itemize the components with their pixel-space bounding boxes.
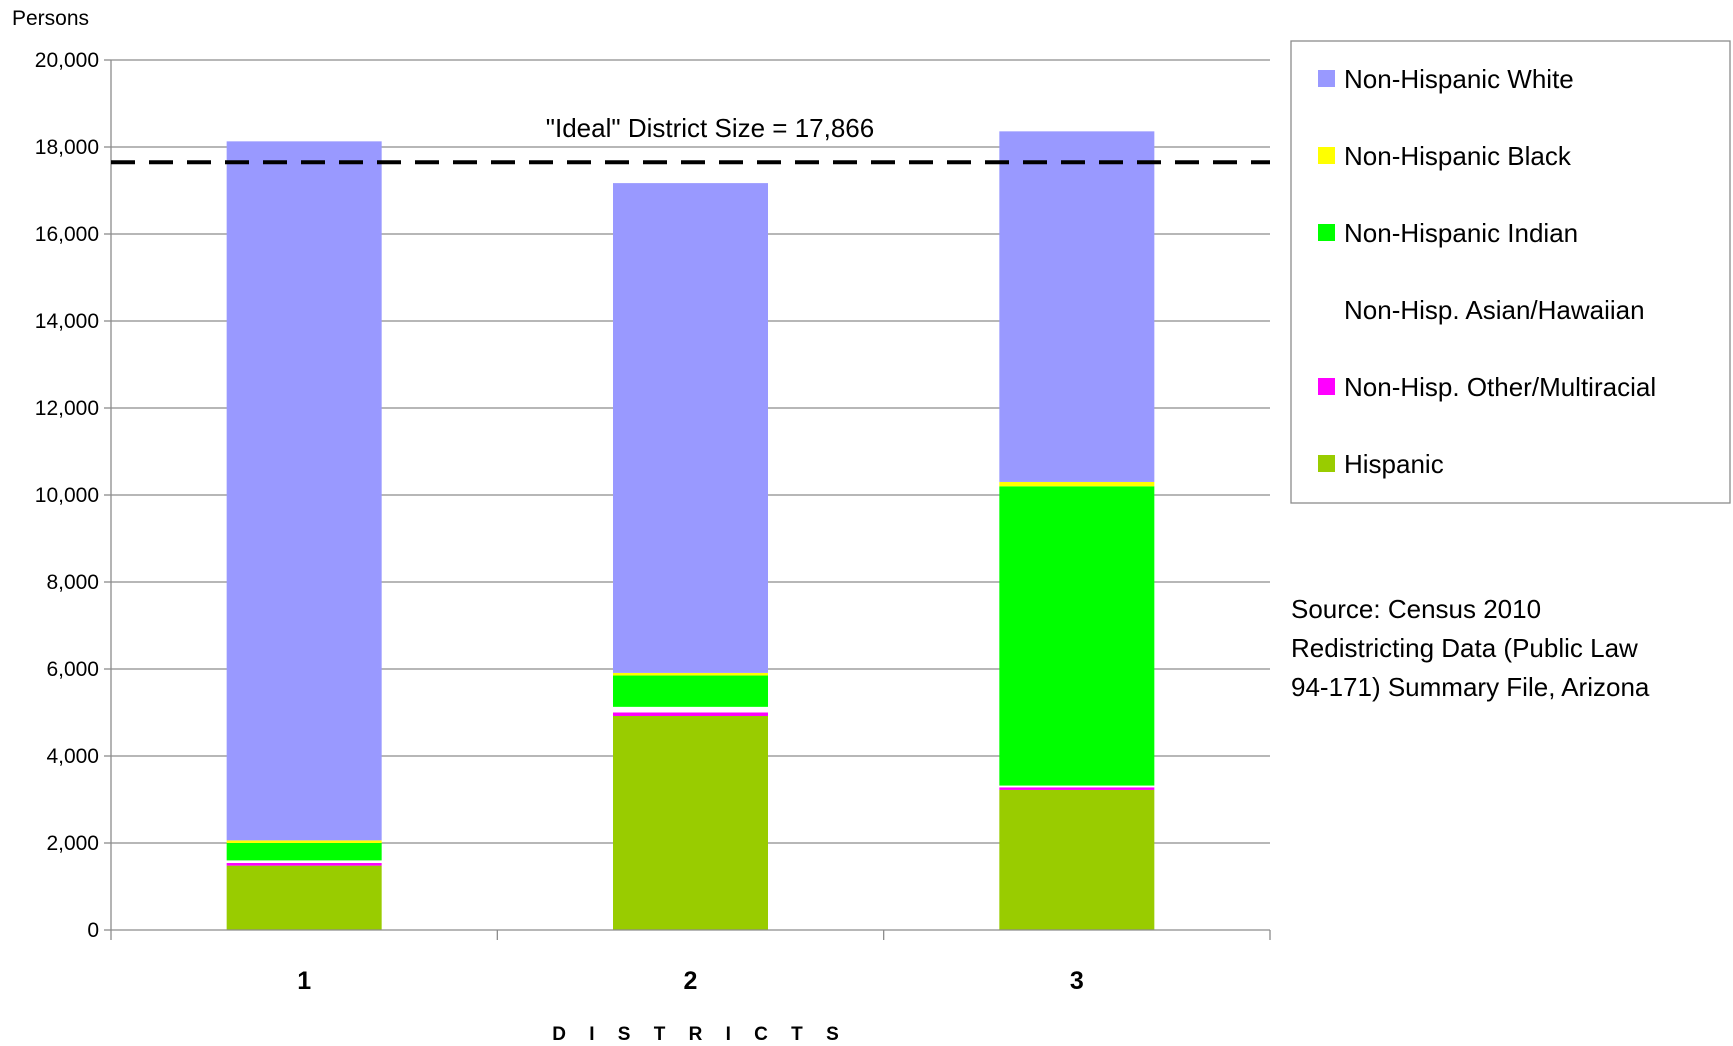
legend-swatch bbox=[1318, 147, 1335, 164]
bar-segment bbox=[613, 675, 768, 707]
bar-segment bbox=[999, 131, 1155, 482]
ideal-size-label: "Ideal" District Size = 17,866 bbox=[546, 113, 874, 143]
y-tick-label: 2,000 bbox=[46, 832, 99, 855]
bar-segment bbox=[226, 865, 382, 930]
bar-segment bbox=[999, 789, 1155, 930]
bar-segment bbox=[613, 672, 768, 676]
ideal-size-line-group: "Ideal" District Size = 17,866 bbox=[111, 113, 1270, 165]
bar-segment bbox=[226, 840, 382, 843]
y-tick-label: 16,000 bbox=[35, 223, 99, 246]
bar-segment bbox=[226, 141, 382, 841]
y-tick-label: 4,000 bbox=[46, 745, 99, 768]
axes bbox=[110, 60, 1271, 940]
bar-segment bbox=[226, 863, 382, 866]
x-tick-label: 1 bbox=[297, 967, 311, 995]
bar-segment bbox=[226, 860, 382, 864]
legend-swatch bbox=[1318, 378, 1335, 395]
bar-segment bbox=[226, 843, 382, 861]
y-tick-label: 20,000 bbox=[35, 49, 99, 72]
bar-segment bbox=[613, 183, 768, 673]
y-axis-title: Persons bbox=[12, 7, 89, 30]
bar-segment bbox=[999, 785, 1155, 788]
x-tick-label: 2 bbox=[684, 967, 698, 995]
legend-swatch bbox=[1318, 70, 1335, 87]
legend-label: Non-Hisp. Other/Multiracial bbox=[1344, 372, 1656, 402]
y-tick-label: 10,000 bbox=[35, 484, 99, 507]
bar-segment bbox=[613, 712, 768, 716]
legend-box bbox=[1290, 40, 1731, 504]
y-axis-ticks: 0 2,000 4,000 6,000 8,000 10,000 12,000 14,000 1… bbox=[35, 49, 111, 942]
source-note: Source: Census 2010 Redistricting Data (P… bbox=[1291, 594, 1650, 702]
legend-label: Hispanic bbox=[1344, 449, 1444, 479]
source-line: Source: Census 2010 bbox=[1291, 594, 1541, 624]
x-tick-label: 3 bbox=[1070, 967, 1084, 995]
bar-segment bbox=[613, 715, 768, 930]
y-tick-label: 12,000 bbox=[35, 397, 99, 420]
y-tick-label: 8,000 bbox=[46, 571, 99, 594]
legend-label: Non-Hispanic White bbox=[1344, 64, 1574, 94]
bars bbox=[226, 131, 1155, 930]
bar-segment bbox=[999, 481, 1155, 487]
x-axis-tick-labels: 1 2 3 bbox=[297, 967, 1084, 995]
legend: Non-Hispanic White Non-Hispanic Black Non-… bbox=[1290, 40, 1731, 504]
legend-label: Non-Hisp. Asian/Hawaiian bbox=[1344, 295, 1645, 325]
source-line: 94-171) Summary File, Arizona bbox=[1291, 672, 1650, 702]
source-line: Redistricting Data (Public Law bbox=[1291, 633, 1638, 663]
legend-swatch bbox=[1318, 301, 1335, 318]
y-tick-label: 0 bbox=[87, 919, 99, 942]
legend-swatch bbox=[1318, 224, 1335, 241]
y-tick-label: 6,000 bbox=[46, 658, 99, 681]
legend-label: Non-Hispanic Indian bbox=[1344, 218, 1578, 248]
y-tick-label: 14,000 bbox=[35, 310, 99, 333]
legend-label: Non-Hispanic Black bbox=[1344, 141, 1572, 171]
x-axis-title: D I S T R I C T S bbox=[552, 1024, 848, 1045]
bar-segment bbox=[999, 486, 1155, 786]
legend-swatch bbox=[1318, 455, 1335, 472]
bar-segment bbox=[999, 787, 1155, 790]
bar-segment bbox=[613, 706, 768, 713]
y-tick-label: 18,000 bbox=[35, 136, 99, 159]
